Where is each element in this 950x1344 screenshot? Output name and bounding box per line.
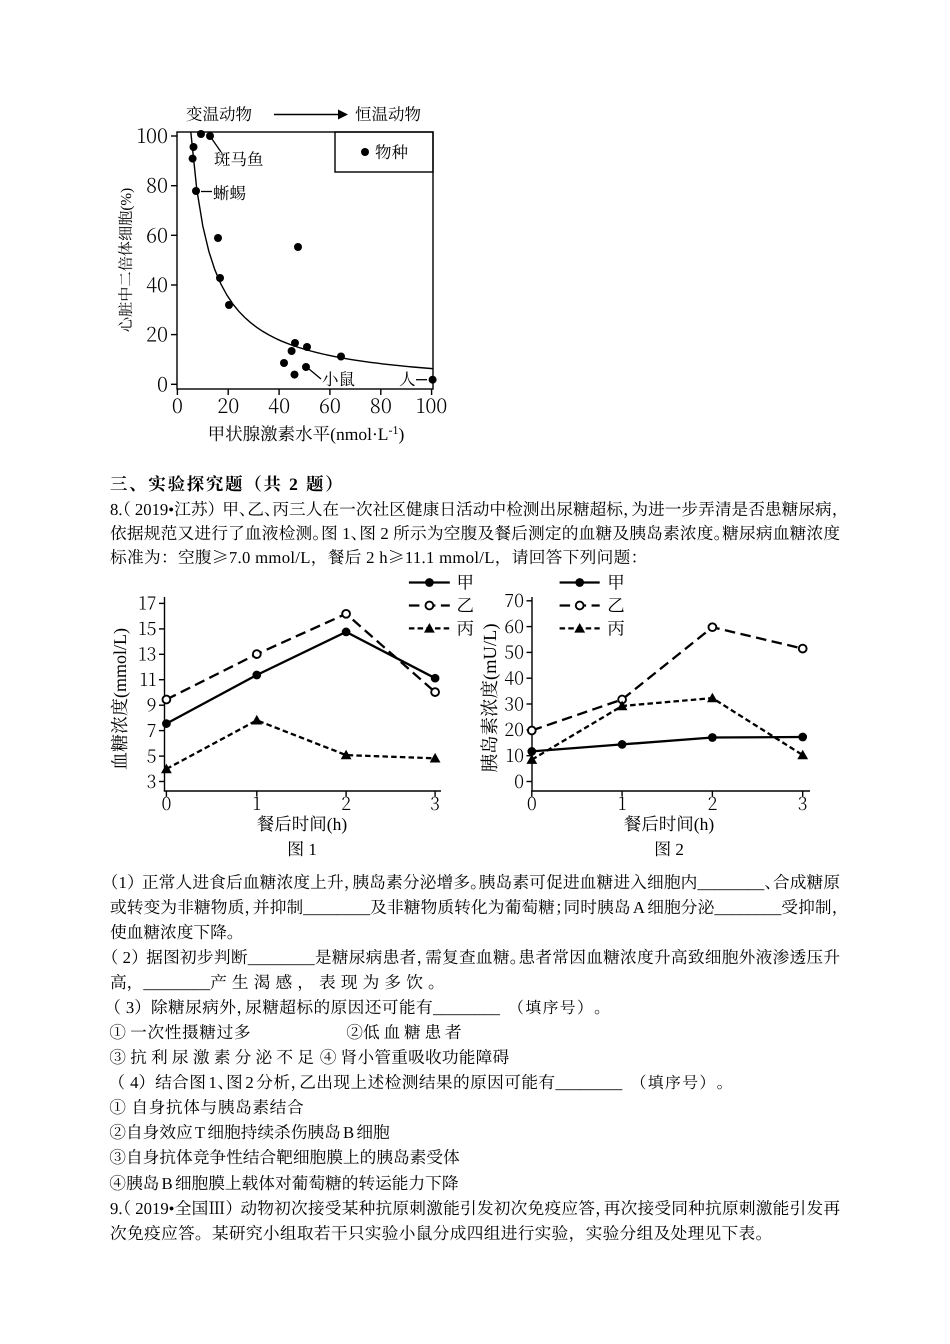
svg-text:80: 80 <box>146 170 168 199</box>
svg-text:9: 9 <box>147 692 157 718</box>
svg-text:11: 11 <box>140 666 157 692</box>
svg-text:70: 70 <box>504 587 524 613</box>
svg-text:人: 人 <box>399 366 416 390</box>
svg-text:60: 60 <box>504 613 524 639</box>
svg-text:0: 0 <box>527 790 537 816</box>
svg-text:13: 13 <box>138 641 156 667</box>
svg-text:乙: 乙 <box>457 593 475 618</box>
svg-text:甲: 甲 <box>457 570 475 595</box>
svg-text:100: 100 <box>137 120 168 149</box>
svg-text:图 1: 图 1 <box>287 835 317 860</box>
svg-text:0: 0 <box>514 768 524 794</box>
svg-text:40: 40 <box>504 665 524 691</box>
svg-text:10: 10 <box>506 742 524 768</box>
svg-text:5: 5 <box>147 742 157 768</box>
svg-text:餐后时间(h): 餐后时间(h) <box>257 811 348 836</box>
svg-text:100: 100 <box>416 390 447 419</box>
svg-text:0: 0 <box>172 390 183 419</box>
svg-text:变温动物: 变温动物 <box>186 101 252 125</box>
svg-text:20: 20 <box>146 319 168 348</box>
svg-text:3: 3 <box>147 768 157 794</box>
svg-text:图 2: 图 2 <box>654 835 684 860</box>
svg-text:餐后时间(h): 餐后时间(h) <box>624 811 715 836</box>
svg-text:血糖浓度(mmol/L): 血糖浓度(mmol/L) <box>106 628 132 770</box>
svg-text:1: 1 <box>618 790 627 816</box>
svg-text:物种: 物种 <box>375 139 408 163</box>
svg-text:60: 60 <box>146 219 168 248</box>
svg-text:丙: 丙 <box>457 615 475 640</box>
svg-text:7: 7 <box>147 717 157 743</box>
svg-text:80: 80 <box>370 390 392 419</box>
svg-text:3: 3 <box>798 790 808 816</box>
svg-text:17: 17 <box>138 590 156 616</box>
svg-text:2: 2 <box>341 790 351 816</box>
svg-text:50: 50 <box>504 639 524 665</box>
svg-text:3: 3 <box>430 790 440 816</box>
svg-text:30: 30 <box>504 690 524 716</box>
svg-text:蜥蜴: 蜥蜴 <box>213 180 246 204</box>
svg-text:小鼠: 小鼠 <box>322 366 355 390</box>
svg-text:胰岛素浓度(mU/L): 胰岛素浓度(mU/L) <box>476 623 502 772</box>
svg-text:2: 2 <box>707 790 717 816</box>
svg-text:心脏中二倍体细胞(%): 心脏中二倍体细胞(%) <box>115 188 136 332</box>
svg-text:1: 1 <box>253 790 262 816</box>
svg-text:40: 40 <box>146 269 168 298</box>
svg-text:0: 0 <box>161 790 171 816</box>
svg-text:斑马鱼: 斑马鱼 <box>214 146 264 170</box>
svg-text:甲: 甲 <box>607 570 625 595</box>
svg-text:20: 20 <box>504 716 524 742</box>
svg-text:丙: 丙 <box>607 615 625 640</box>
svg-text:15: 15 <box>138 615 156 641</box>
svg-text:40: 40 <box>268 390 290 419</box>
svg-text:20: 20 <box>217 390 239 419</box>
svg-text:60: 60 <box>319 390 341 419</box>
svg-text:0: 0 <box>157 368 168 397</box>
svg-text:恒温动物: 恒温动物 <box>355 101 421 125</box>
svg-text:乙: 乙 <box>607 593 625 618</box>
svg-text:甲状腺激素水平(nmol·L-1): 甲状腺激素水平(nmol·L-1) <box>208 421 405 446</box>
